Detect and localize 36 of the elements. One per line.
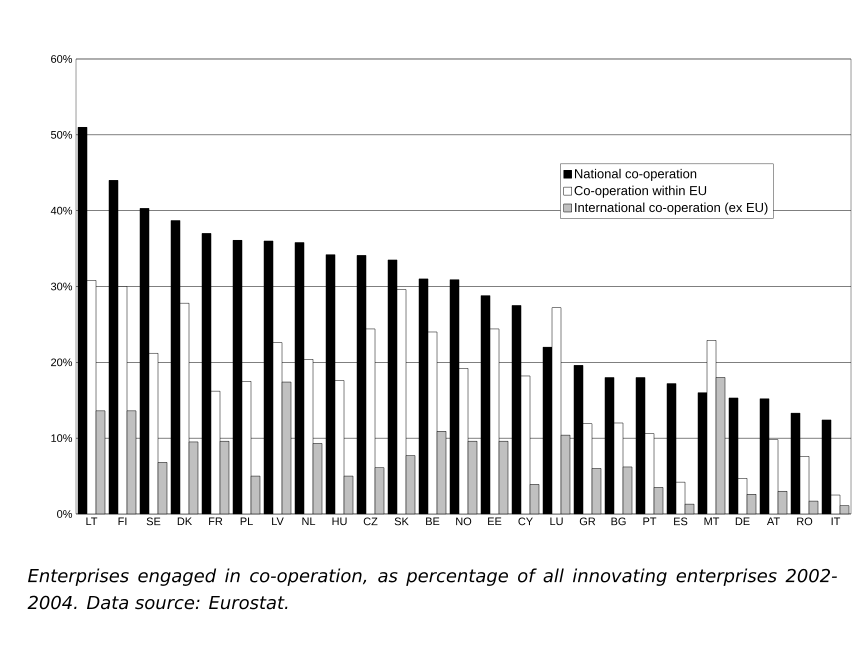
x-tick-label: SK <box>394 518 409 526</box>
x-tick-label: LU <box>550 518 563 526</box>
x-tick-label: FI <box>118 518 126 526</box>
x-tick-label: LV <box>272 518 284 526</box>
legend-label: National co-operation <box>575 168 696 181</box>
x-tick-label: RO <box>797 518 812 526</box>
x-tick-label: BG <box>612 518 626 526</box>
x-tick-label: PT <box>643 518 656 526</box>
x-tick-label: AT <box>766 518 780 526</box>
y-tick-label: 60% <box>51 55 72 63</box>
x-tick-label: SE <box>146 518 160 526</box>
x-tick-label: ES <box>674 518 688 526</box>
legend-label: Co-operation within EU <box>574 186 706 198</box>
x-tick-label: CZ <box>364 518 378 526</box>
x-tick-label: BE <box>426 518 440 526</box>
y-tick-label: 40% <box>50 206 72 215</box>
x-tick-label: CY <box>518 518 533 526</box>
x-tick-label: DE <box>736 518 750 526</box>
legend-label: International co-operation (ex EU) <box>575 202 768 215</box>
x-tick-label: EE <box>488 518 502 526</box>
x-tick-label: DK <box>178 518 192 526</box>
y-tick-label: 0% <box>57 510 72 518</box>
x-tick-label: PL <box>240 518 253 526</box>
x-tick-label: NL <box>302 518 316 526</box>
x-tick-label: IT <box>832 518 840 526</box>
x-tick-label: HU <box>332 518 347 526</box>
x-tick-label: GR <box>580 518 596 526</box>
y-tick-label: 30% <box>50 282 72 290</box>
y-tick-label: 20% <box>51 358 72 366</box>
y-tick-label: 10% <box>51 434 72 442</box>
x-tick-label: FR <box>209 518 222 526</box>
y-tick-label: 50% <box>50 130 72 139</box>
x-tick-label: NO <box>456 518 472 526</box>
x-tick-label: MT <box>704 518 720 526</box>
text: Enterprises engaged in co-operation, as percentage of all innovating enterprises 2002-2004. Data source: Eurostat. <box>28 568 837 610</box>
x-tick-label: LT <box>86 518 98 526</box>
